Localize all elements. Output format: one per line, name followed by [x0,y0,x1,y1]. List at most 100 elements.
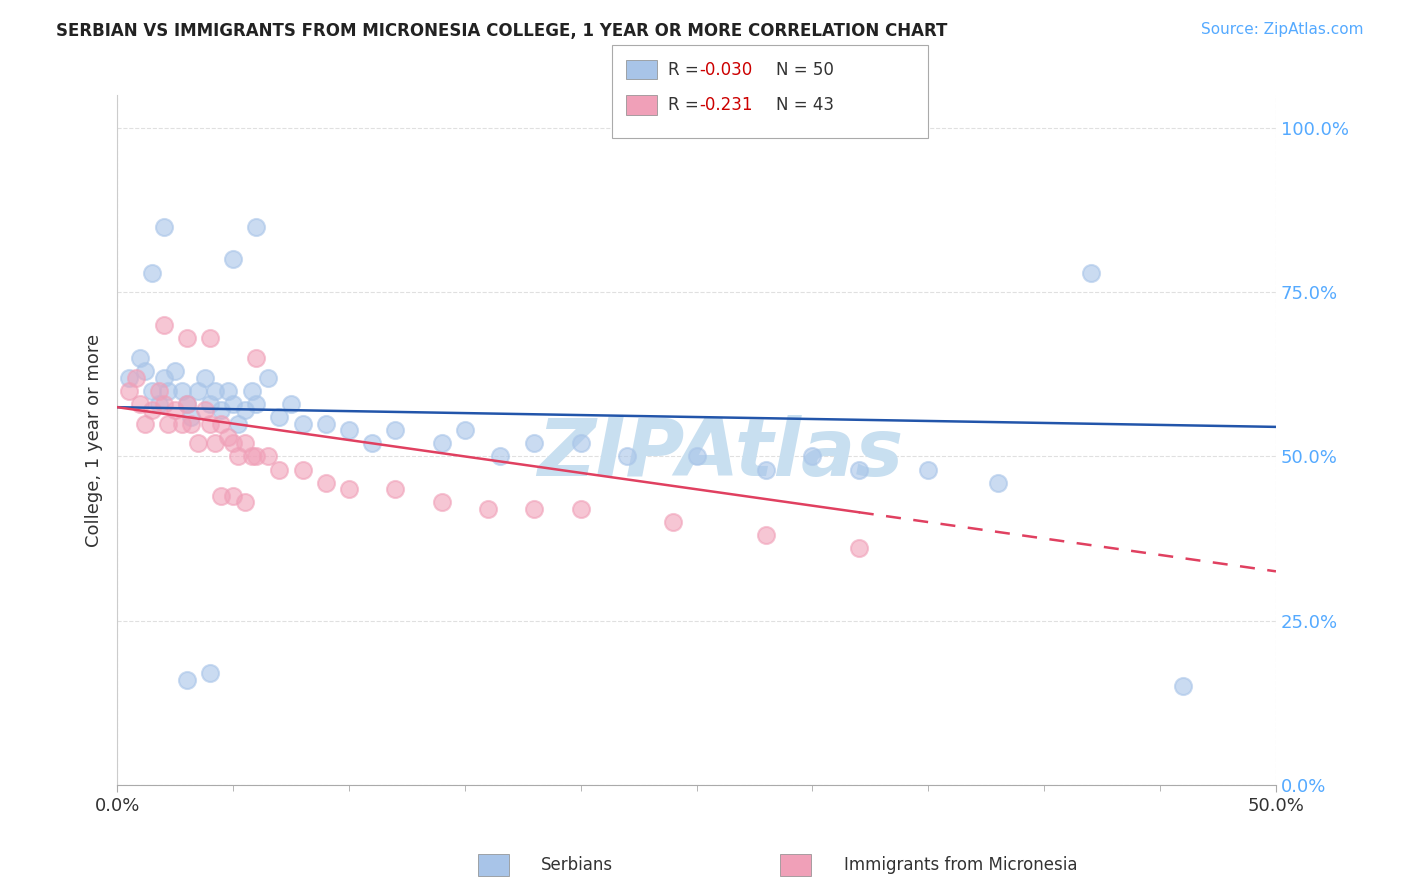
Point [152,397,174,411]
Point [176,397,198,411]
Point [165,364,187,378]
Point [198,417,221,431]
Point [187,384,209,398]
Point [1173,679,1195,693]
Point [848,541,870,556]
Point [523,436,546,450]
Point [430,436,453,450]
Point [176,673,198,687]
Point [755,462,778,476]
Point [280,397,302,411]
Point [152,370,174,384]
Point [569,502,592,516]
Point [337,483,360,497]
Text: SERBIAN VS IMMIGRANTS FROM MICRONESIA COLLEGE, 1 YEAR OR MORE CORRELATION CHART: SERBIAN VS IMMIGRANTS FROM MICRONESIA CO… [56,22,948,40]
Point [245,450,267,464]
Text: R =: R = [668,61,704,78]
Point [141,384,163,398]
Point [118,370,141,384]
Point [233,495,256,509]
Point [141,403,163,417]
Text: N = 50: N = 50 [776,61,834,78]
Point [222,489,245,503]
Point [222,252,245,267]
Point [315,417,337,431]
Point [384,483,406,497]
Point [755,528,778,542]
Point [157,384,180,398]
Point [129,397,152,411]
Point [134,364,156,378]
Point [152,318,174,332]
Point [217,384,239,398]
Point [523,502,546,516]
Point [226,417,249,431]
Point [198,331,221,345]
Point [141,266,163,280]
Point [222,397,245,411]
Point [172,384,194,398]
Point [430,495,453,509]
Point [176,331,198,345]
Point [616,450,638,464]
Point [488,450,510,464]
Point [211,403,233,417]
Point [685,450,707,464]
Point [256,370,278,384]
Point [245,397,267,411]
Y-axis label: College, 1 year or more: College, 1 year or more [86,334,103,547]
Point [291,417,314,431]
Point [1080,266,1102,280]
Point [240,384,263,398]
Point [129,351,152,365]
Point [217,430,239,444]
Text: -0.231: -0.231 [699,96,752,114]
Point [187,436,209,450]
Text: -0.030: -0.030 [699,61,752,78]
Point [226,450,249,464]
Point [198,666,221,681]
Text: Source: ZipAtlas.com: Source: ZipAtlas.com [1201,22,1364,37]
Point [315,475,337,490]
Point [211,489,233,503]
Point [987,475,1010,490]
Point [222,436,245,450]
Point [125,370,148,384]
Point [291,462,314,476]
Text: N = 43: N = 43 [776,96,834,114]
Point [662,515,685,529]
Point [194,403,217,417]
Point [233,403,256,417]
Point [240,450,263,464]
Point [204,436,226,450]
Point [384,423,406,437]
Point [152,219,174,234]
Point [148,384,170,398]
Point [165,403,187,417]
Point [211,417,233,431]
Point [176,397,198,411]
Point [245,219,267,234]
Point [569,436,592,450]
Point [337,423,360,437]
Point [172,417,194,431]
Point [198,397,221,411]
Text: ZIPAtlas: ZIPAtlas [537,415,903,492]
Point [233,436,256,450]
Point [477,502,499,516]
Point [148,397,170,411]
Point [361,436,384,450]
Point [245,351,267,365]
Point [454,423,477,437]
Point [180,410,202,425]
Text: Immigrants from Micronesia: Immigrants from Micronesia [844,856,1077,874]
Text: R =: R = [668,96,704,114]
Point [157,417,180,431]
Point [134,417,156,431]
Point [118,384,141,398]
Point [256,450,278,464]
Point [848,462,870,476]
Point [194,370,217,384]
Point [269,462,291,476]
Point [180,417,202,431]
